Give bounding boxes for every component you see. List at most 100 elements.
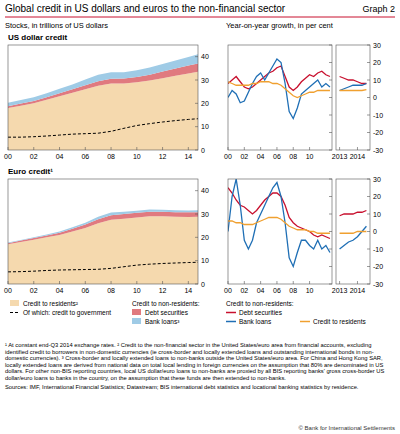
x-tick-label: 10 [133, 153, 141, 160]
y-tick-label: 40 [201, 187, 209, 194]
footnote: ³ Cross-border and locally extended loan… [5, 355, 384, 381]
y-tick-label: 10 [373, 211, 381, 218]
x-tick [260, 147, 261, 150]
y-tick-label: 0 [373, 94, 377, 101]
plot-area [228, 179, 330, 267]
x-tick [339, 147, 340, 150]
x-tick-label: 2013 [332, 153, 348, 160]
x-tick-label: 04 [56, 287, 64, 294]
legend-swatch [226, 312, 236, 314]
plot-frame [336, 179, 370, 284]
y-tick [195, 284, 198, 285]
x-tick [8, 147, 9, 150]
x-tick-label: 04 [56, 153, 64, 160]
y-tick [329, 115, 332, 116]
legend-swatch [132, 318, 141, 324]
legend-swatch [300, 321, 310, 323]
plot-area [228, 59, 330, 119]
x-tick-label: 06 [273, 153, 281, 160]
y-tick [195, 56, 198, 57]
y-tick [367, 45, 370, 46]
y-tick [195, 126, 198, 127]
y-tick [329, 249, 332, 250]
x-tick-label: 12 [159, 287, 167, 294]
line-series [228, 179, 330, 267]
plot-frame [336, 45, 370, 150]
x-tick-label: 02 [240, 153, 248, 160]
y-tick-label: -20 [373, 263, 383, 270]
y-tick-label: 10 [201, 123, 209, 130]
area-series [8, 216, 198, 284]
x-tick [59, 147, 60, 150]
plot-area [340, 211, 367, 250]
x-tick [188, 147, 189, 150]
y-tick [329, 266, 332, 267]
right-heading: Year-on-year growth, in per cent [226, 21, 334, 30]
x-tick [244, 147, 245, 150]
x-tick [260, 281, 261, 284]
figure-title: Global credit in US dollars and euros to… [5, 3, 286, 14]
y-tick-label: 20 [373, 59, 381, 66]
x-tick-label: 06 [273, 287, 281, 294]
x-tick [188, 281, 189, 284]
legend-label: Debt securities [239, 309, 283, 316]
copyright: © Bank for International Settlements [299, 425, 395, 431]
x-tick-label: 10 [306, 287, 314, 294]
y-tick [367, 249, 370, 250]
footnotes: ¹ At constant end-Q3 2014 exchange rates… [5, 342, 395, 382]
line-series [340, 84, 367, 91]
x-tick [276, 281, 277, 284]
line-series [8, 119, 198, 137]
y-tick [367, 97, 370, 98]
x-tick [111, 281, 112, 284]
line-series [340, 211, 367, 216]
x-tick-label: 08 [107, 153, 115, 160]
y-tick-label: 0 [201, 281, 205, 288]
line-series [228, 218, 330, 234]
plot-frame [8, 45, 198, 150]
y-tick [329, 179, 332, 180]
title-rule [5, 17, 395, 18]
y-tick-label: -30 [373, 147, 383, 154]
x-tick [59, 281, 60, 284]
x-tick-label: 2013 [332, 287, 348, 294]
line-series [340, 77, 367, 84]
x-tick [228, 147, 229, 150]
y-tick [329, 62, 332, 63]
panel-title: Euro credit¹ [8, 167, 53, 176]
y-tick [367, 284, 370, 285]
y-tick-label: -30 [373, 281, 383, 288]
line-series [340, 89, 367, 91]
x-tick-label: 2014 [350, 153, 366, 160]
legend-label: Debt securities [145, 309, 189, 316]
x-tick-label: 00 [224, 153, 232, 160]
y-tick-label: 30 [373, 176, 381, 183]
x-tick [162, 147, 163, 150]
line-series [8, 262, 198, 272]
x-tick [111, 147, 112, 150]
y-tick [195, 214, 198, 215]
x-tick-label: 12 [159, 153, 167, 160]
y-tick-label: -20 [373, 129, 383, 136]
x-tick [33, 281, 34, 284]
x-tick-label: 08 [289, 287, 297, 294]
line-series [228, 59, 330, 119]
x-tick [309, 281, 310, 284]
y-tick [329, 196, 332, 197]
x-tick-label: 10 [133, 287, 141, 294]
y-tick [367, 150, 370, 151]
legend-swatch [226, 321, 236, 323]
x-tick-label: 06 [81, 287, 89, 294]
y-tick-label: 30 [201, 211, 209, 218]
area-series [8, 210, 198, 244]
y-tick [195, 103, 198, 104]
line-series [228, 82, 330, 98]
x-tick [244, 281, 245, 284]
footnote: ¹ At constant end-Q3 2014 exchange rates… [5, 342, 116, 348]
plot-frame [8, 179, 198, 284]
y-tick [367, 62, 370, 63]
y-tick-label: -10 [373, 246, 383, 253]
x-tick-label: 02 [30, 287, 38, 294]
x-tick [357, 147, 358, 150]
plot-area [8, 54, 198, 150]
